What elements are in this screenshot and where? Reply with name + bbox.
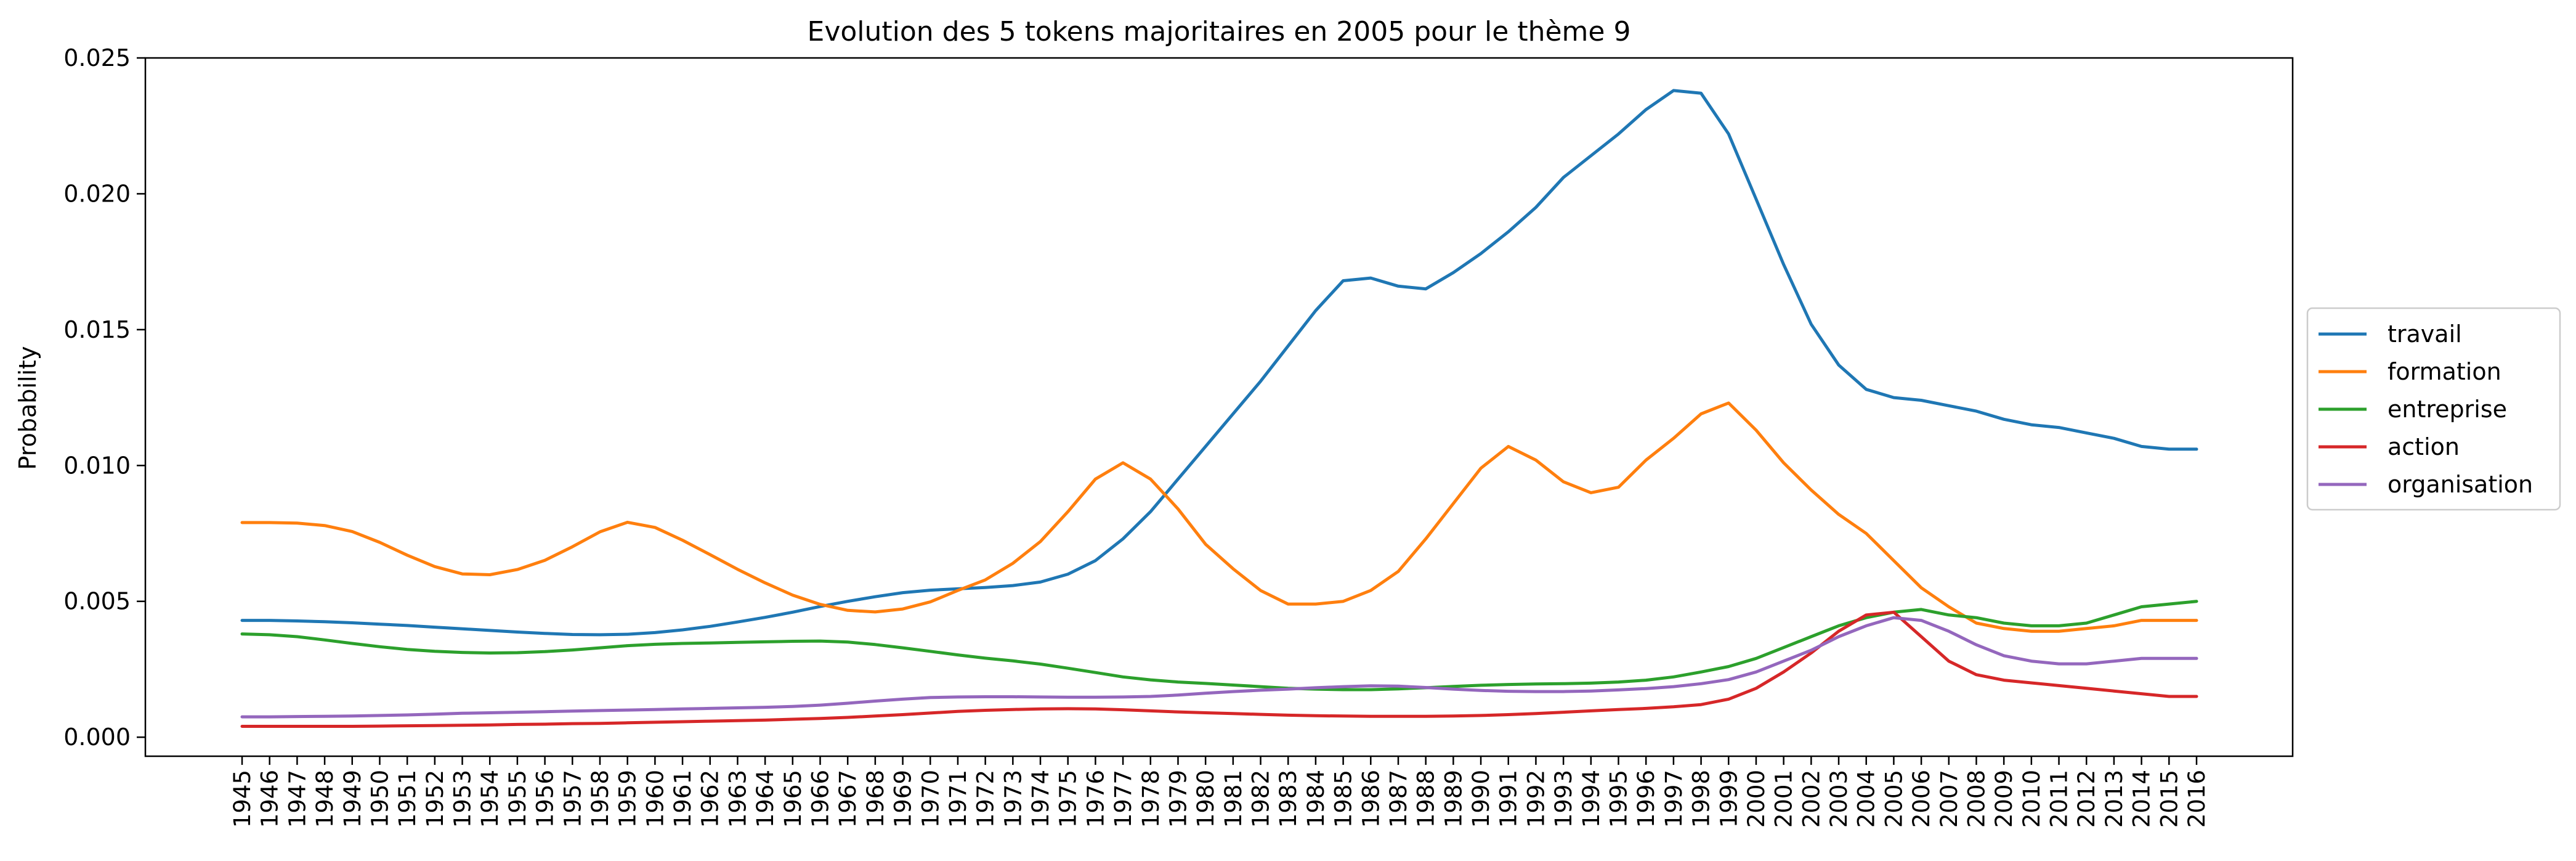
legend-label-organisation: organisation bbox=[2388, 471, 2533, 498]
x-tick-label: 2008 bbox=[1964, 770, 1990, 828]
chart-title: Evolution des 5 tokens majoritaires en 2… bbox=[808, 16, 1631, 47]
y-tick-label: 0.000 bbox=[63, 724, 131, 751]
y-axis-label: Probability bbox=[14, 346, 41, 470]
x-tick-label: 1991 bbox=[1496, 770, 1522, 828]
x-tick-label: 1962 bbox=[697, 770, 724, 828]
legend-frame bbox=[2306, 307, 2561, 511]
x-tick-label: 1959 bbox=[615, 770, 641, 828]
x-tick-label: 1956 bbox=[532, 770, 559, 828]
x-tick-label: 1968 bbox=[862, 770, 889, 828]
x-tick-label: 1961 bbox=[670, 770, 696, 828]
x-tick-label: 1982 bbox=[1248, 770, 1274, 828]
legend-label-entreprise: entreprise bbox=[2388, 396, 2507, 423]
x-tick-label: 1981 bbox=[1220, 770, 1247, 828]
x-tick-label: 1965 bbox=[780, 770, 806, 828]
x-tick-label: 1953 bbox=[450, 770, 476, 828]
y-tick-label: 0.020 bbox=[63, 180, 131, 207]
x-tick-label: 1987 bbox=[1385, 770, 1412, 828]
x-tick-label: 1954 bbox=[477, 770, 503, 828]
x-tick-label: 1966 bbox=[808, 770, 834, 828]
series-line-travail bbox=[240, 89, 2198, 637]
x-tick-label: 1955 bbox=[504, 770, 531, 828]
x-tick-label: 2005 bbox=[1881, 770, 1907, 828]
y-tick-label: 0.025 bbox=[63, 44, 131, 71]
x-tick-label: 1980 bbox=[1193, 770, 1219, 828]
x-tick-label: 1995 bbox=[1606, 770, 1632, 828]
x-tick-label: 1988 bbox=[1413, 770, 1440, 828]
x-tick-label: 2000 bbox=[1743, 770, 1770, 828]
x-tick-label: 1990 bbox=[1468, 770, 1494, 828]
plot-frame bbox=[144, 57, 2294, 757]
x-tick-label: 1989 bbox=[1440, 770, 1467, 828]
x-tick-label: 1945 bbox=[229, 770, 256, 828]
series-line-action bbox=[240, 610, 2198, 728]
x-tick-label: 1978 bbox=[1138, 770, 1164, 828]
x-tick-label: 1969 bbox=[890, 770, 917, 828]
y-axis: 0.000 0.005 0.010 0.015 0.020 0.025 bbox=[63, 44, 145, 751]
x-tick-label: 1977 bbox=[1110, 770, 1136, 828]
x-tick-label: 2011 bbox=[2046, 770, 2073, 828]
x-tick-label: 1984 bbox=[1303, 770, 1329, 828]
x-tick-label: 2004 bbox=[1853, 770, 1880, 828]
x-tick-label: 1946 bbox=[257, 770, 283, 828]
y-tick-label: 0.015 bbox=[63, 316, 131, 343]
x-tick-label: 2002 bbox=[1798, 770, 1825, 828]
x-tick-label: 1994 bbox=[1578, 770, 1605, 828]
x-tick-label: 1957 bbox=[559, 770, 586, 828]
x-tick-label: 1971 bbox=[945, 770, 971, 828]
x-tick-label: 1975 bbox=[1055, 770, 1082, 828]
x-tick-label: 2010 bbox=[2019, 770, 2045, 828]
x-tick-label: 2006 bbox=[1908, 770, 1935, 828]
x-tick-label: 2013 bbox=[2101, 770, 2128, 828]
x-tick-label: 1964 bbox=[752, 770, 779, 828]
x-tick-label: 1986 bbox=[1358, 770, 1384, 828]
x-tick-label: 1976 bbox=[1082, 770, 1109, 828]
x-axis: 1945 1946 1947 1948 1949 1950 1951 1952 1953 1954… bbox=[229, 756, 2210, 828]
x-tick-label: 1993 bbox=[1550, 770, 1577, 828]
x-tick-label: 1973 bbox=[1000, 770, 1026, 828]
y-tick-label: 0.010 bbox=[63, 452, 131, 479]
x-tick-label: 2014 bbox=[2129, 770, 2155, 828]
x-tick-label: 1949 bbox=[339, 770, 366, 828]
x-tick-label: 1998 bbox=[1688, 770, 1715, 828]
x-tick-label: 2003 bbox=[1826, 770, 1852, 828]
x-tick-label: 2009 bbox=[1991, 770, 2017, 828]
legend: travail formation entreprise action organisa… bbox=[2306, 307, 2561, 511]
x-tick-label: 1958 bbox=[587, 770, 614, 828]
x-tick-label: 1950 bbox=[367, 770, 394, 828]
x-tick-label: 1972 bbox=[973, 770, 999, 828]
x-tick-label: 1948 bbox=[312, 770, 338, 828]
x-tick-label: 1967 bbox=[835, 770, 861, 828]
x-tick-label: 1960 bbox=[642, 770, 668, 828]
series-line-formation bbox=[240, 401, 2198, 633]
x-tick-label: 1970 bbox=[917, 770, 944, 828]
x-tick-label: 2012 bbox=[2073, 770, 2100, 828]
x-tick-label: 2015 bbox=[2156, 770, 2182, 828]
x-tick-label: 1963 bbox=[724, 770, 751, 828]
x-tick-label: 1992 bbox=[1523, 770, 1549, 828]
legend-label-travail: travail bbox=[2388, 320, 2462, 348]
x-tick-label: 1985 bbox=[1331, 770, 1357, 828]
x-tick-label: 1952 bbox=[422, 770, 448, 828]
x-tick-label: 2001 bbox=[1771, 770, 1797, 828]
x-tick-label: 1974 bbox=[1027, 770, 1054, 828]
x-tick-label: 2007 bbox=[1936, 770, 1962, 828]
series-line-organisation bbox=[240, 616, 2198, 719]
x-tick-label: 2016 bbox=[2184, 770, 2210, 828]
x-tick-label: 1997 bbox=[1661, 770, 1687, 828]
x-tick-label: 1951 bbox=[394, 770, 421, 828]
y-tick-label: 0.005 bbox=[63, 588, 131, 615]
legend-label-action: action bbox=[2388, 433, 2460, 460]
x-tick-label: 1979 bbox=[1165, 770, 1192, 828]
x-tick-label: 1983 bbox=[1275, 770, 1302, 828]
legend-label-formation: formation bbox=[2388, 358, 2501, 385]
x-tick-label: 1999 bbox=[1715, 770, 1742, 828]
plot-lines bbox=[240, 89, 2198, 728]
x-tick-label: 1996 bbox=[1633, 770, 1659, 828]
x-tick-label: 1947 bbox=[284, 770, 310, 828]
series-line-entreprise bbox=[240, 600, 2198, 692]
